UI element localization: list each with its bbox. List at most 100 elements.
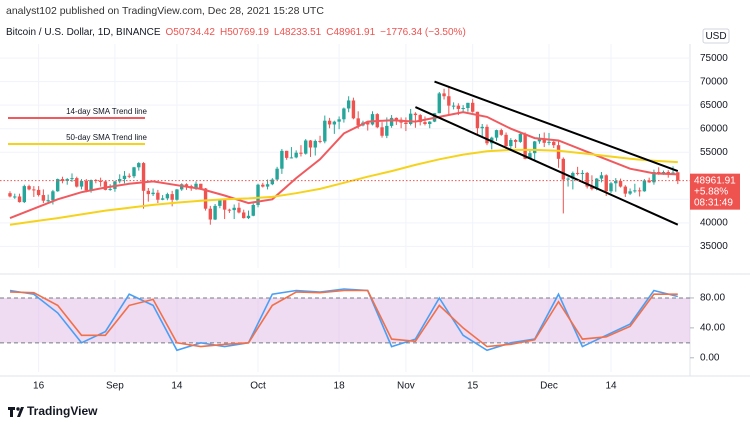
candle-body — [494, 130, 499, 138]
candle-body — [351, 100, 356, 119]
candle-body — [227, 209, 232, 211]
candle-body — [633, 190, 637, 192]
candle-body — [537, 139, 542, 142]
series-line — [9, 289, 678, 348]
ohlc-label: C48961.91 — [326, 27, 375, 38]
candle-body — [513, 140, 518, 142]
candle-body — [13, 196, 17, 198]
last-price-info: 08:31:49 — [694, 197, 733, 208]
candle-body — [447, 96, 451, 106]
candle-body — [127, 175, 131, 177]
candle-body — [22, 186, 26, 203]
candle-body — [580, 172, 585, 174]
x-tick-label: Oct — [250, 381, 266, 392]
candle-body — [566, 178, 570, 180]
candle-body — [261, 184, 265, 187]
candle-body — [8, 193, 12, 197]
candle-body — [389, 117, 394, 126]
candle-body — [647, 180, 651, 183]
candle-body — [275, 168, 279, 180]
y-tick-label: 70000 — [700, 76, 728, 87]
candle-body — [36, 189, 41, 196]
candle-body — [246, 215, 251, 219]
candle-body — [17, 196, 22, 203]
candle-body — [408, 113, 413, 124]
candle-body — [98, 180, 103, 182]
y-tick-label: 65000 — [700, 100, 728, 111]
candle-body — [256, 184, 260, 205]
candle-body — [51, 191, 55, 201]
candle-body — [265, 184, 270, 187]
candle-body — [623, 186, 628, 194]
candle-body — [203, 188, 208, 209]
candle-body — [614, 180, 618, 184]
chart-title: Bitcoin / U.S. Dollar, 1D, BINANCE — [6, 27, 161, 38]
candle-body — [75, 178, 79, 187]
candle-body — [380, 127, 384, 136]
y-tick-label: 60000 — [700, 123, 728, 134]
candle-body — [137, 163, 141, 168]
candle-body — [160, 198, 165, 200]
candle-body — [242, 212, 246, 219]
last-price-box — [690, 173, 740, 210]
candle-body — [423, 122, 427, 124]
candle-body — [428, 121, 432, 124]
series-line — [9, 111, 678, 220]
candle-body — [318, 140, 322, 142]
candle-body — [523, 133, 527, 159]
candle-body — [337, 119, 341, 122]
candle-body — [366, 122, 370, 125]
candle-body — [141, 163, 146, 191]
candle-body — [590, 186, 594, 189]
x-tick-label: 15 — [467, 381, 479, 392]
brand-logo — [8, 407, 24, 417]
candle-body — [571, 172, 575, 179]
candle-body — [542, 139, 546, 143]
series-line — [414, 106, 679, 226]
candle-body — [237, 207, 241, 213]
candle-body — [232, 207, 236, 211]
candle-body — [251, 204, 255, 216]
candle-body — [222, 199, 227, 210]
candle-body — [199, 183, 203, 189]
candle-body — [475, 111, 480, 129]
candle-body — [628, 191, 632, 194]
candle-body — [332, 121, 337, 125]
legend-label: 50-day SMA Trend line — [66, 133, 147, 142]
candle-body — [194, 183, 198, 189]
candle-body — [46, 200, 50, 202]
candle-body — [394, 117, 399, 120]
candle-body — [470, 102, 475, 112]
candle-body — [151, 192, 155, 195]
candle-body — [456, 105, 461, 109]
candle-body — [556, 145, 561, 159]
symbol-header: Bitcoin / U.S. Dollar, 1D, BINANCE O50734… — [6, 27, 466, 38]
candle-body — [60, 179, 65, 181]
last-price-info: +5.88% — [694, 186, 728, 197]
candle-body — [666, 172, 670, 173]
candle-body — [504, 134, 508, 147]
candle-body — [218, 199, 222, 206]
candle-body — [41, 195, 46, 201]
candle-body — [175, 189, 179, 200]
x-tick-label: Dec — [540, 381, 558, 392]
candle-body — [637, 190, 642, 192]
candle-body — [289, 157, 294, 159]
unit-box — [702, 28, 730, 44]
y-tick-label: 40000 — [700, 217, 728, 228]
candle-body — [156, 192, 160, 200]
candle-body — [618, 180, 623, 187]
series-line — [9, 288, 678, 352]
candle-body — [356, 118, 360, 126]
x-tick-label: 18 — [334, 381, 346, 392]
candle-body — [547, 141, 551, 143]
candle-body — [604, 175, 608, 192]
candle-body — [294, 152, 298, 158]
candle-body — [208, 208, 213, 220]
candle-body — [499, 130, 503, 135]
candle-body — [404, 122, 408, 124]
candle-body — [327, 120, 332, 125]
ohlc-label: L48233.51 — [274, 27, 322, 38]
candle-body — [346, 100, 351, 109]
brand: TradingView — [27, 404, 98, 418]
